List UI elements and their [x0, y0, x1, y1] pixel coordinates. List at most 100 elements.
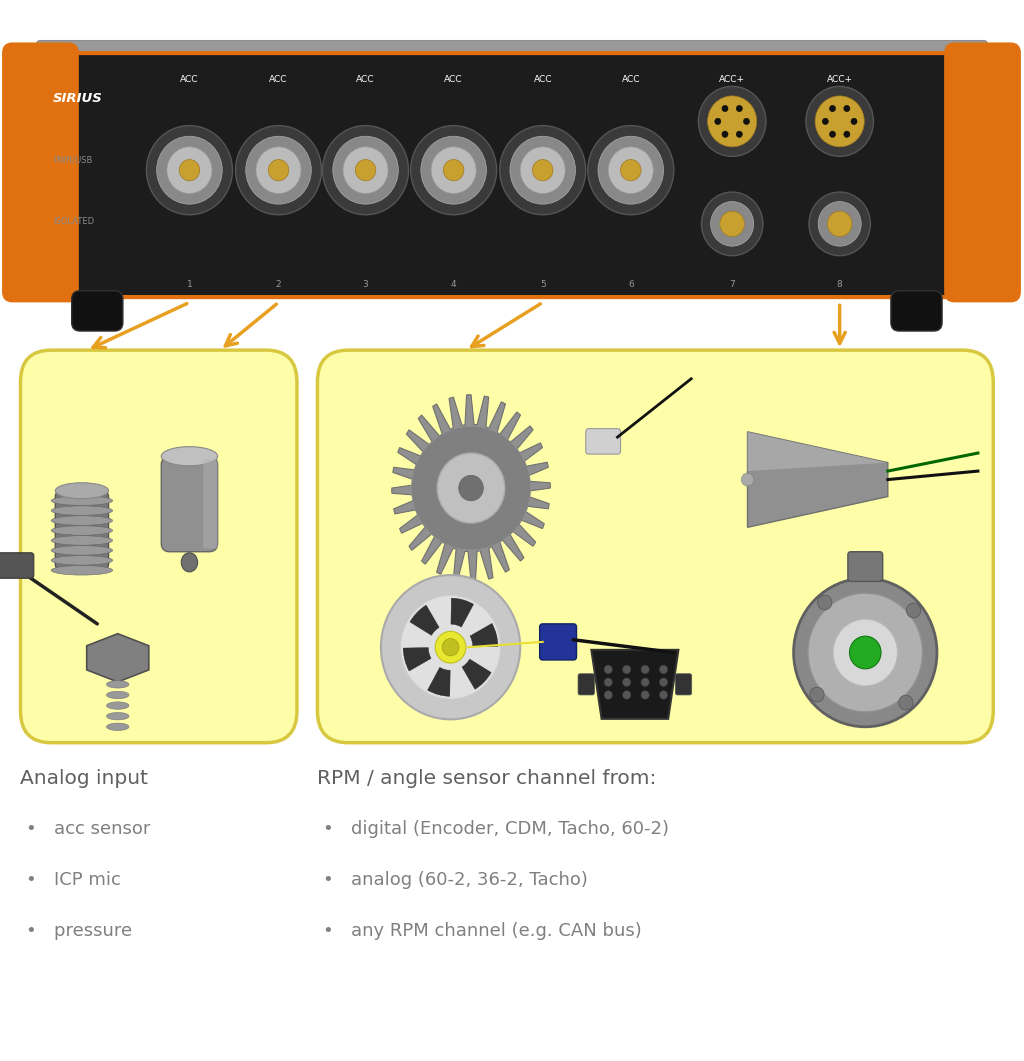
Text: RPM / angle sensor channel from:: RPM / angle sensor channel from: [317, 769, 656, 788]
Text: ACC: ACC [356, 75, 375, 84]
Text: 5: 5 [540, 280, 546, 290]
Ellipse shape [181, 553, 198, 572]
Circle shape [400, 595, 501, 699]
Circle shape [256, 146, 301, 193]
Circle shape [844, 132, 850, 138]
FancyBboxPatch shape [540, 624, 577, 660]
Circle shape [500, 125, 586, 214]
Circle shape [711, 202, 754, 246]
Circle shape [722, 132, 728, 138]
Polygon shape [748, 432, 888, 471]
Text: 1: 1 [186, 280, 193, 290]
Ellipse shape [51, 556, 113, 566]
Ellipse shape [51, 545, 113, 555]
Circle shape [459, 475, 483, 501]
Circle shape [520, 146, 565, 193]
FancyBboxPatch shape [162, 456, 217, 552]
Text: SIRIUS: SIRIUS [53, 92, 103, 105]
Text: ACC: ACC [534, 75, 552, 84]
Text: 7: 7 [729, 280, 735, 290]
Polygon shape [87, 633, 148, 682]
Circle shape [355, 159, 376, 180]
Circle shape [437, 453, 505, 523]
Circle shape [641, 678, 649, 686]
Text: ISOLATED: ISOLATED [53, 216, 94, 226]
Circle shape [722, 105, 728, 111]
Text: ACC: ACC [269, 75, 288, 84]
Wedge shape [410, 605, 439, 636]
Circle shape [736, 132, 742, 138]
Circle shape [146, 125, 232, 214]
FancyBboxPatch shape [586, 429, 621, 454]
Circle shape [604, 678, 612, 686]
Wedge shape [470, 624, 498, 647]
Text: 2: 2 [275, 280, 282, 290]
Circle shape [810, 688, 824, 702]
Circle shape [333, 136, 398, 204]
Circle shape [708, 95, 757, 146]
FancyBboxPatch shape [2, 42, 79, 302]
Circle shape [817, 595, 831, 610]
Circle shape [179, 159, 200, 180]
FancyBboxPatch shape [20, 350, 297, 743]
Circle shape [532, 159, 553, 180]
Wedge shape [403, 647, 431, 671]
Circle shape [698, 86, 766, 156]
Text: 4: 4 [451, 280, 457, 290]
Circle shape [608, 146, 653, 193]
Circle shape [701, 192, 763, 256]
Circle shape [851, 118, 857, 124]
FancyBboxPatch shape [0, 553, 34, 578]
Text: ACC: ACC [180, 75, 199, 84]
Circle shape [236, 125, 322, 214]
Circle shape [827, 211, 852, 237]
Circle shape [435, 631, 466, 663]
Text: ACC+: ACC+ [826, 75, 853, 84]
Circle shape [822, 118, 828, 124]
Ellipse shape [51, 495, 113, 505]
Ellipse shape [162, 447, 218, 466]
Ellipse shape [51, 526, 113, 535]
Circle shape [809, 192, 870, 256]
Text: •   pressure: • pressure [26, 922, 132, 940]
FancyBboxPatch shape [36, 40, 988, 64]
Circle shape [850, 637, 881, 668]
Polygon shape [392, 395, 550, 581]
Circle shape [510, 136, 575, 204]
Circle shape [659, 678, 668, 686]
FancyBboxPatch shape [31, 53, 993, 297]
Circle shape [621, 159, 641, 180]
FancyBboxPatch shape [72, 291, 123, 331]
Circle shape [443, 159, 464, 180]
Circle shape [906, 603, 921, 618]
Circle shape [818, 202, 861, 246]
Circle shape [343, 146, 388, 193]
Ellipse shape [51, 536, 113, 545]
Text: ACC: ACC [444, 75, 463, 84]
Ellipse shape [51, 506, 113, 516]
Circle shape [808, 593, 923, 712]
Circle shape [641, 665, 649, 674]
Circle shape [623, 665, 631, 674]
Text: •   any RPM channel (e.g. CAN bus): • any RPM channel (e.g. CAN bus) [323, 922, 641, 940]
Text: Analog input: Analog input [20, 769, 148, 788]
Circle shape [421, 136, 486, 204]
Circle shape [167, 146, 212, 193]
FancyBboxPatch shape [55, 490, 109, 571]
Circle shape [623, 691, 631, 699]
Ellipse shape [106, 724, 129, 731]
FancyBboxPatch shape [891, 291, 942, 331]
Text: 8: 8 [837, 280, 843, 290]
Text: ACC+: ACC+ [719, 75, 745, 84]
Circle shape [588, 125, 674, 214]
Text: 3: 3 [362, 280, 369, 290]
Circle shape [743, 118, 750, 124]
FancyBboxPatch shape [317, 350, 993, 743]
FancyBboxPatch shape [203, 459, 217, 549]
Ellipse shape [55, 483, 109, 499]
Text: •   acc sensor: • acc sensor [26, 820, 150, 838]
Circle shape [659, 665, 668, 674]
Circle shape [641, 691, 649, 699]
Ellipse shape [106, 681, 129, 689]
Ellipse shape [51, 516, 113, 525]
